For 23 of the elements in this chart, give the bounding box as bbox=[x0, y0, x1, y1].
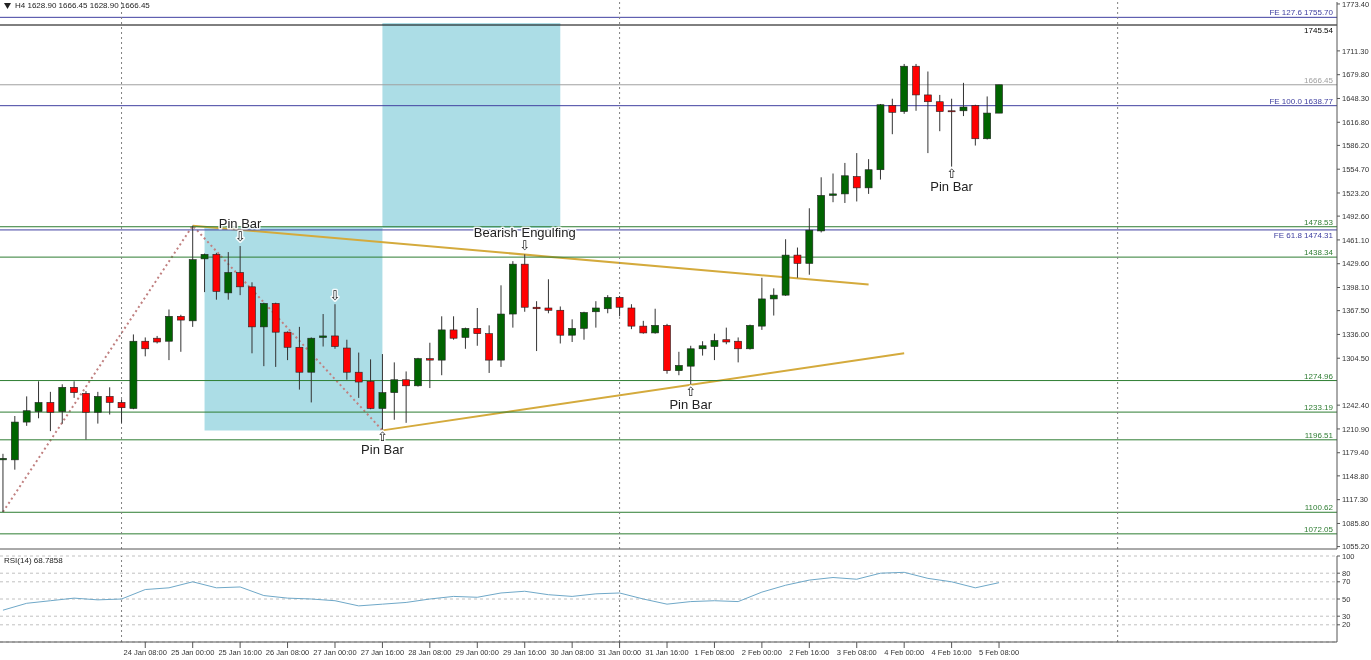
annotation: Pin Bar bbox=[361, 442, 405, 458]
annotation: ⇩ bbox=[234, 229, 246, 245]
ref-line-label: 1666.45 bbox=[1304, 75, 1334, 85]
ref-line-label: 1233.19 bbox=[1304, 403, 1334, 413]
annotation: ⇧ bbox=[946, 166, 958, 182]
annotation: ⇧ bbox=[685, 383, 697, 399]
ref-line-label: 1745.54 bbox=[1304, 26, 1334, 36]
ref-line-label: 1274.96 bbox=[1304, 371, 1334, 381]
ref-line-label: 1478.53 bbox=[1304, 217, 1334, 227]
annotation: Pin Bar bbox=[669, 396, 713, 412]
chart-title: H4 1628.90 1666.45 1628.90 1666.45 bbox=[15, 1, 150, 10]
annotation: Bearish Engulfing bbox=[473, 224, 576, 240]
ref-line-label: 1100.62 bbox=[1304, 503, 1334, 513]
annotation: ⇩ bbox=[329, 287, 341, 303]
ref-line-label: 1196.51 bbox=[1304, 430, 1334, 440]
ref-line-label: 1072.05 bbox=[1304, 524, 1334, 534]
ref-line-label: 1438.34 bbox=[1304, 248, 1334, 258]
ref-line-label: FE 100.0 1638.77 bbox=[1269, 96, 1334, 106]
ref-line-label: FE 61.8 1474.31 bbox=[1273, 230, 1334, 240]
annotation: Pin Bar bbox=[930, 179, 974, 195]
ref-line-label: FE 127.6 1755.70 bbox=[1269, 8, 1334, 18]
chart-title: RSI(14) 68.7858 bbox=[4, 556, 63, 565]
annotation: ⇩ bbox=[519, 237, 531, 253]
